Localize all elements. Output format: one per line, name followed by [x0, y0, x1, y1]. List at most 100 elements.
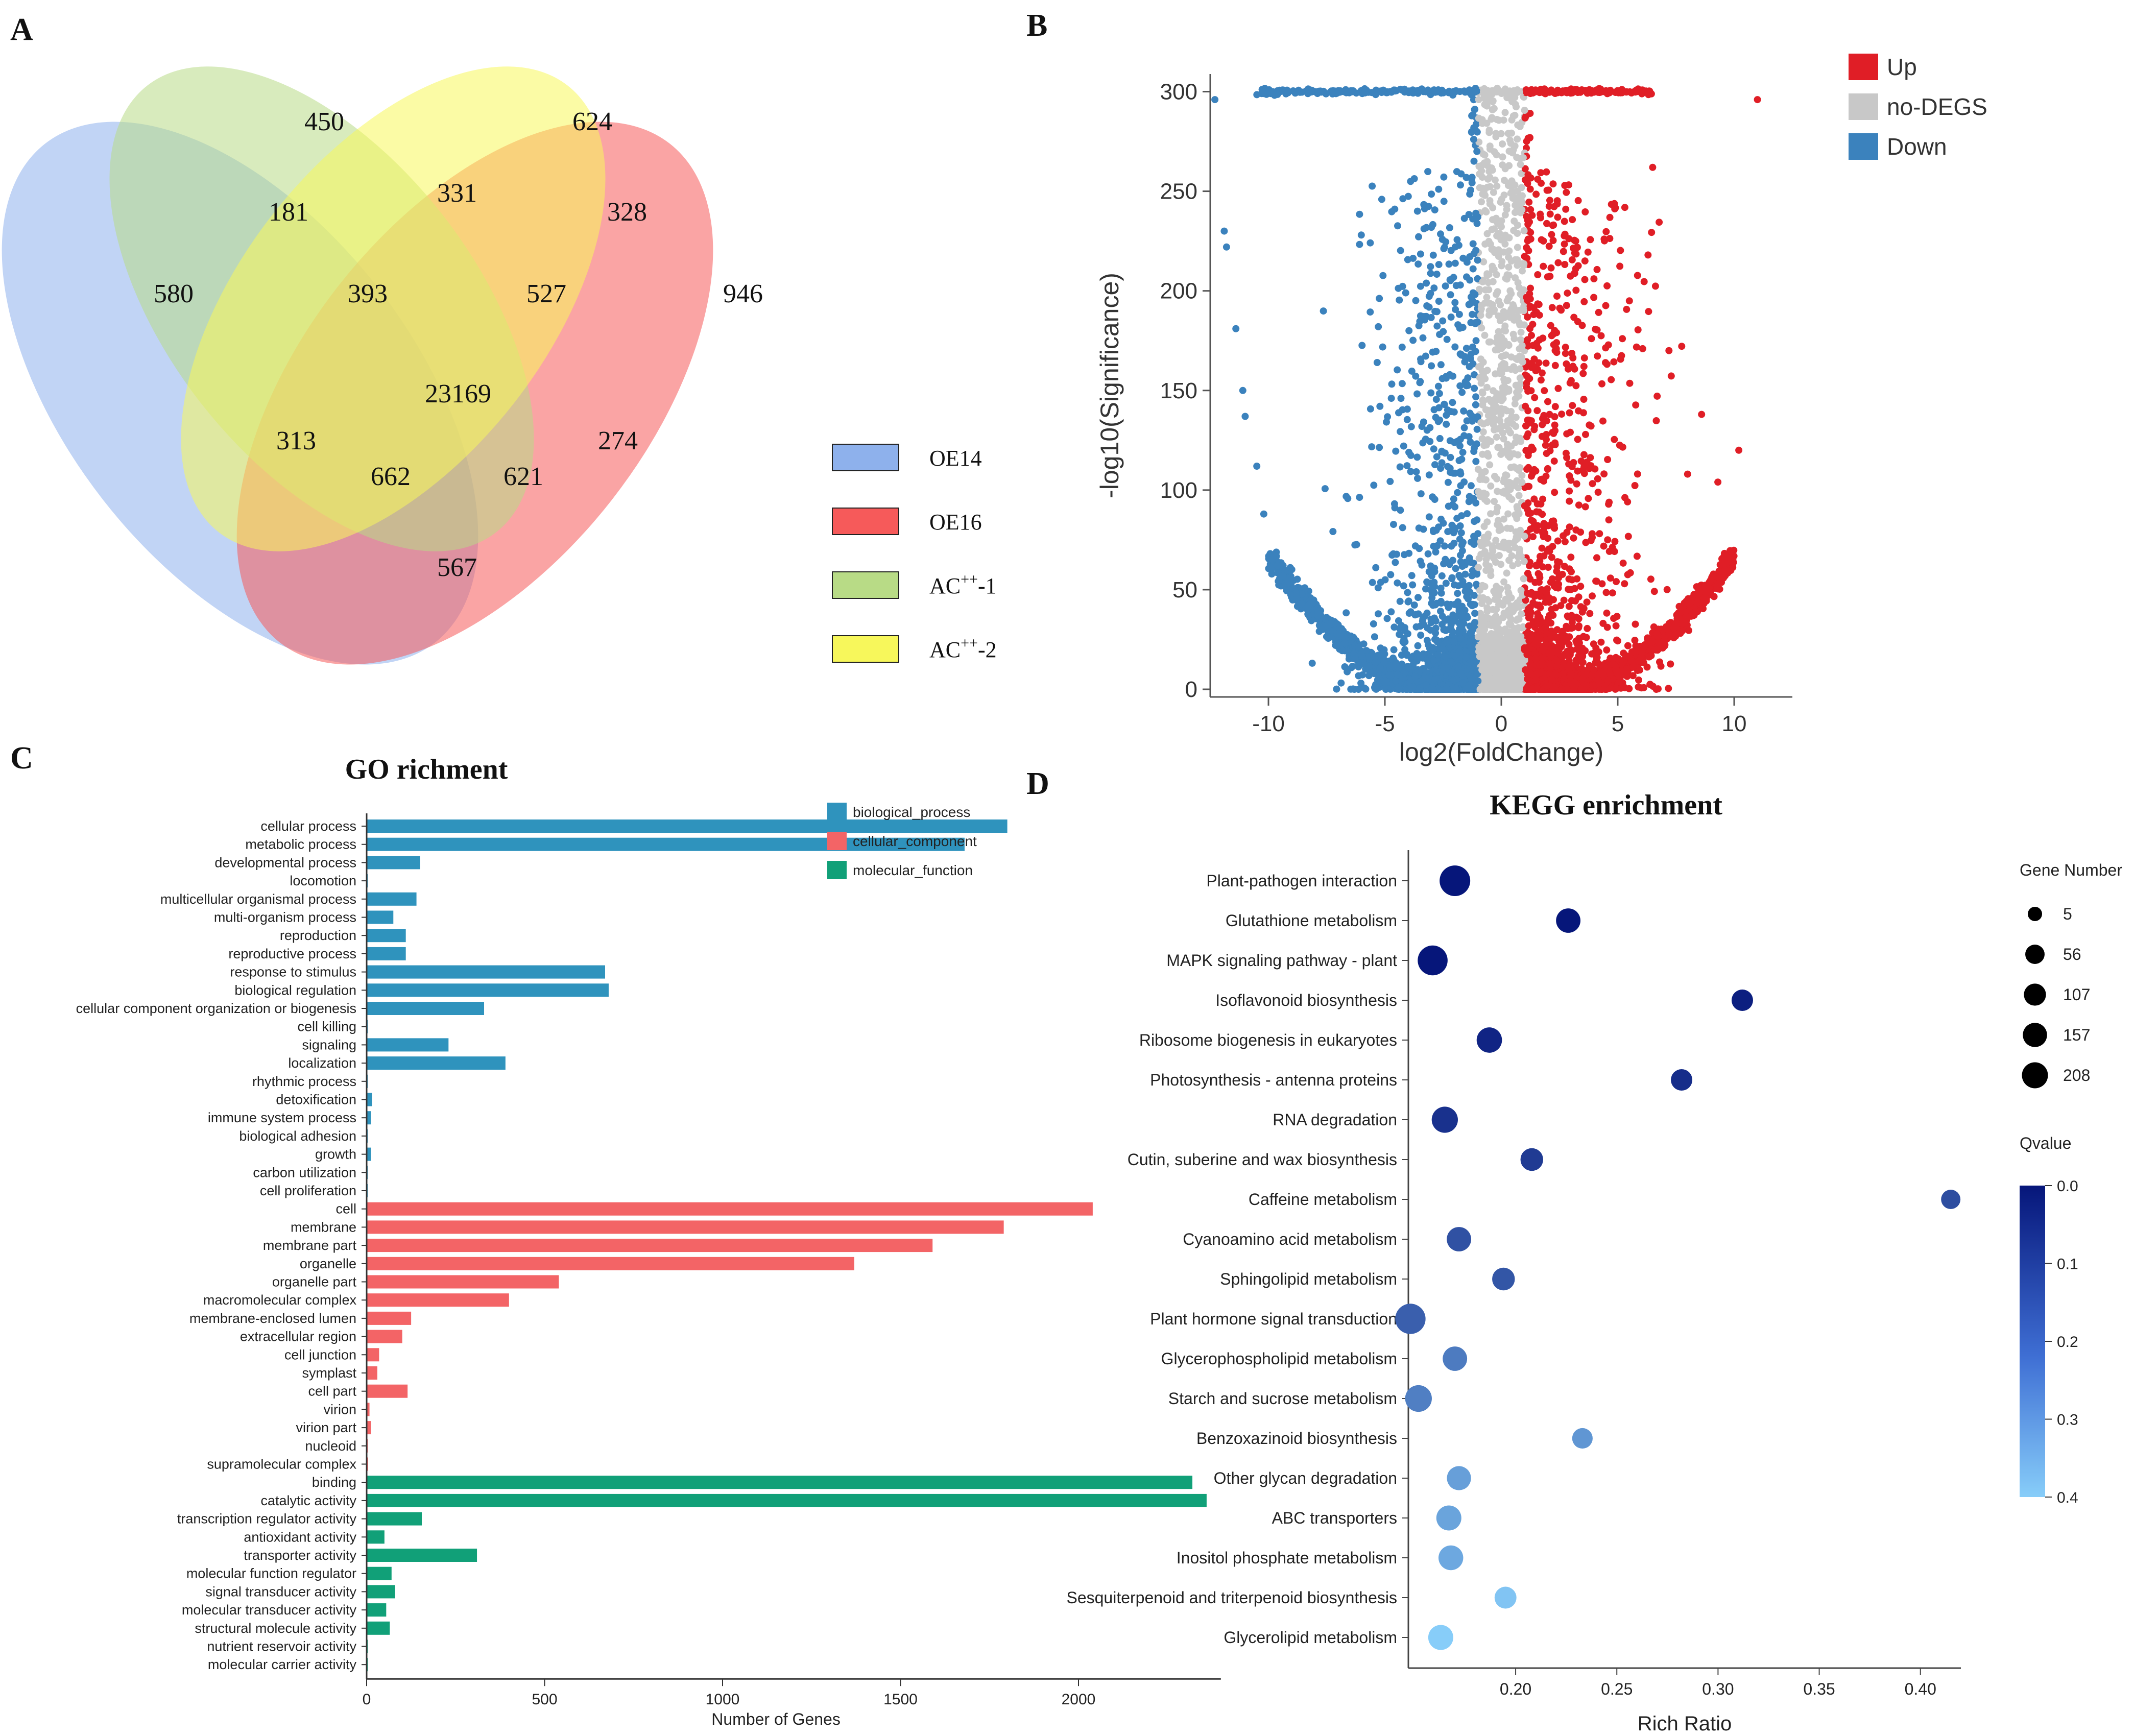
venn-region-value: 621: [503, 462, 543, 491]
volcano-point: [1428, 362, 1435, 370]
panel-label-a: A: [10, 12, 33, 47]
volcano-point: [1505, 263, 1513, 271]
volcano-point: [1489, 262, 1496, 270]
volcano-point: [1470, 136, 1477, 143]
volcano-point: [1472, 457, 1480, 465]
volcano-point: [1527, 472, 1535, 480]
volcano-point: [1417, 632, 1425, 639]
volcano-point: [1582, 634, 1590, 641]
volcano-point: [1342, 609, 1350, 617]
volcano-point: [1376, 402, 1384, 410]
venn-legend-sup: ++: [961, 571, 978, 588]
volcano-point: [1548, 304, 1556, 311]
volcano-point: [1593, 554, 1600, 562]
venn-legend-suffix: -1: [978, 573, 997, 598]
volcano-point: [1651, 282, 1659, 290]
volcano-point: [1597, 332, 1605, 340]
volcano-point: [1600, 542, 1608, 550]
volcano-point: [1562, 205, 1570, 213]
venn-legend-swatch: [832, 635, 899, 663]
venn-region-value: 181: [269, 198, 308, 227]
volcano-point: [1451, 343, 1459, 351]
volcano-point: [1439, 317, 1447, 325]
volcano-point: [1527, 284, 1534, 292]
venn-region-value: 946: [723, 279, 763, 308]
volcano-point: [1525, 198, 1533, 206]
volcano-point: [1581, 276, 1589, 283]
volcano-point: [1429, 251, 1437, 259]
volcano-point: [1561, 218, 1568, 225]
volcano-point: [1404, 598, 1412, 606]
venn-region-value: 567: [437, 553, 477, 582]
volcano-point: [1588, 335, 1595, 343]
volcano-point: [1407, 423, 1415, 430]
volcano-point: [1414, 474, 1421, 482]
volcano-point: [1551, 361, 1559, 369]
volcano-point: [1435, 298, 1443, 305]
volcano-point: [1572, 286, 1580, 294]
volcano-point: [1357, 231, 1365, 239]
venn-legend-base: OE16: [929, 510, 982, 535]
volcano-point: [1452, 565, 1459, 572]
volcano-point: [1585, 495, 1592, 502]
volcano-point: [1399, 524, 1406, 532]
volcano-point: [1538, 654, 1546, 662]
volcano-point: [1460, 424, 1468, 431]
venn-legend-suffix: -2: [978, 637, 997, 662]
venn-legend-sup: ++: [961, 635, 978, 652]
venn-region-value: 274: [598, 426, 638, 455]
volcano-point: [1604, 536, 1612, 544]
volcano-point: [1481, 151, 1489, 159]
volcano-point: [1412, 468, 1420, 475]
volcano-point: [1609, 589, 1616, 597]
volcano-point: [1414, 642, 1422, 649]
volcano-point: [1390, 646, 1398, 654]
venn-ellipses: [2, 66, 713, 665]
volcano-point: [1565, 641, 1573, 648]
venn-region-value: 624: [572, 107, 612, 136]
volcano-point: [1454, 321, 1462, 329]
volcano-point: [1563, 302, 1570, 309]
volcano-point: [1544, 398, 1551, 405]
volcano-point: [1449, 611, 1457, 619]
venn-region-value: 580: [154, 279, 194, 308]
volcano-point: [1449, 399, 1456, 406]
volcano-point: [1635, 676, 1642, 684]
volcano-point: [1427, 389, 1435, 397]
volcano-point: [1505, 546, 1513, 553]
venn-legend-label: OE16: [929, 510, 982, 535]
volcano-point: [1624, 533, 1632, 540]
venn-region-value: 23169: [425, 379, 491, 408]
volcano-point: [1512, 274, 1519, 282]
volcano-point: [1409, 581, 1417, 589]
volcano-point: [1485, 338, 1493, 346]
volcano-point: [1412, 623, 1420, 631]
volcano-point: [1440, 173, 1448, 181]
volcano-point: [1355, 672, 1362, 680]
venn-region-value: 393: [348, 279, 388, 308]
panel-label-b: B: [1026, 8, 1047, 43]
venn-legend-base: AC: [929, 573, 961, 598]
volcano-point: [1454, 590, 1461, 597]
volcano-point: [1480, 523, 1488, 530]
venn-legend-label: OE14: [929, 446, 982, 471]
volcano-point: [1603, 609, 1611, 617]
volcano-point: [1329, 528, 1337, 535]
volcano-point: [1624, 642, 1632, 649]
volcano-point: [1603, 646, 1611, 654]
venn-legend-base: AC: [929, 637, 961, 662]
volcano-point: [1487, 482, 1495, 490]
venn-legend-swatch: [832, 571, 899, 599]
volcano-point: [1506, 287, 1514, 295]
volcano-point: [1537, 376, 1545, 384]
volcano-point: [1420, 418, 1427, 426]
volcano-point: [1515, 492, 1523, 499]
volcano-point: [1562, 344, 1569, 351]
volcano-point: [1543, 450, 1550, 457]
volcano-point: [1400, 442, 1407, 450]
venn-region-value: 328: [607, 198, 647, 227]
volcano-point: [1567, 553, 1575, 561]
volcano-point: [1553, 293, 1561, 300]
